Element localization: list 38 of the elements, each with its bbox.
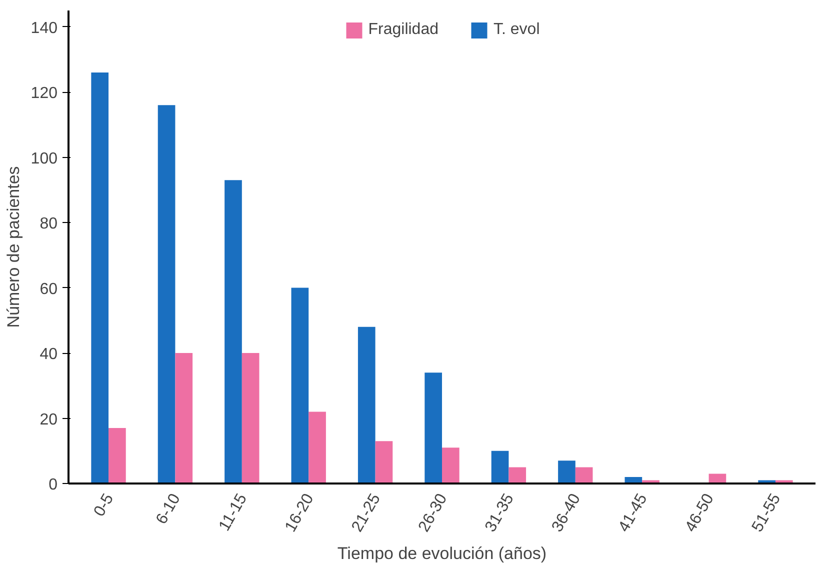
- x-tick-label: 16-20: [282, 490, 318, 535]
- bar: [358, 326, 376, 484]
- x-tick-label: 0-5: [90, 490, 118, 520]
- bar: [175, 353, 193, 484]
- y-tick-label: 120: [30, 85, 58, 102]
- x-tick-label: 36-40: [548, 490, 584, 535]
- bar: [108, 428, 126, 484]
- x-tick-label: 6-10: [153, 490, 184, 528]
- x-axis-title: Tiempo de evolución (años): [337, 544, 547, 563]
- bar: [508, 467, 526, 484]
- x-tick-label: 21-25: [348, 490, 384, 535]
- bar: [708, 474, 726, 484]
- bar: [308, 412, 326, 484]
- y-axis-title: Número de pacientes: [4, 166, 23, 328]
- x-tick-label: 41-45: [616, 490, 651, 535]
- legend-label: Fragilidad: [368, 21, 439, 39]
- bar: [242, 353, 260, 484]
- bar: [291, 288, 309, 484]
- bar: [558, 460, 576, 484]
- y-tick-label: 40: [40, 346, 58, 364]
- y-tick-label: 20: [40, 411, 58, 428]
- y-tick-label: 140: [30, 20, 58, 37]
- bar: [91, 72, 109, 484]
- bar: [224, 180, 242, 484]
- bar: [424, 372, 442, 484]
- x-tick-label: 31-35: [482, 490, 518, 535]
- bar: [158, 105, 176, 484]
- y-tick-label: 60: [40, 280, 58, 298]
- bar: [442, 448, 460, 484]
- y-tick-label: 80: [40, 216, 58, 233]
- y-tick-label: 100: [30, 150, 58, 168]
- legend-label: T. evol: [494, 21, 540, 39]
- x-tick-label: 11-15: [216, 490, 251, 534]
- y-tick-label: 0: [48, 476, 58, 494]
- bar: [375, 441, 393, 484]
- bar: [491, 450, 509, 484]
- x-tick-label: 46-50: [682, 490, 718, 535]
- bar: [575, 467, 593, 484]
